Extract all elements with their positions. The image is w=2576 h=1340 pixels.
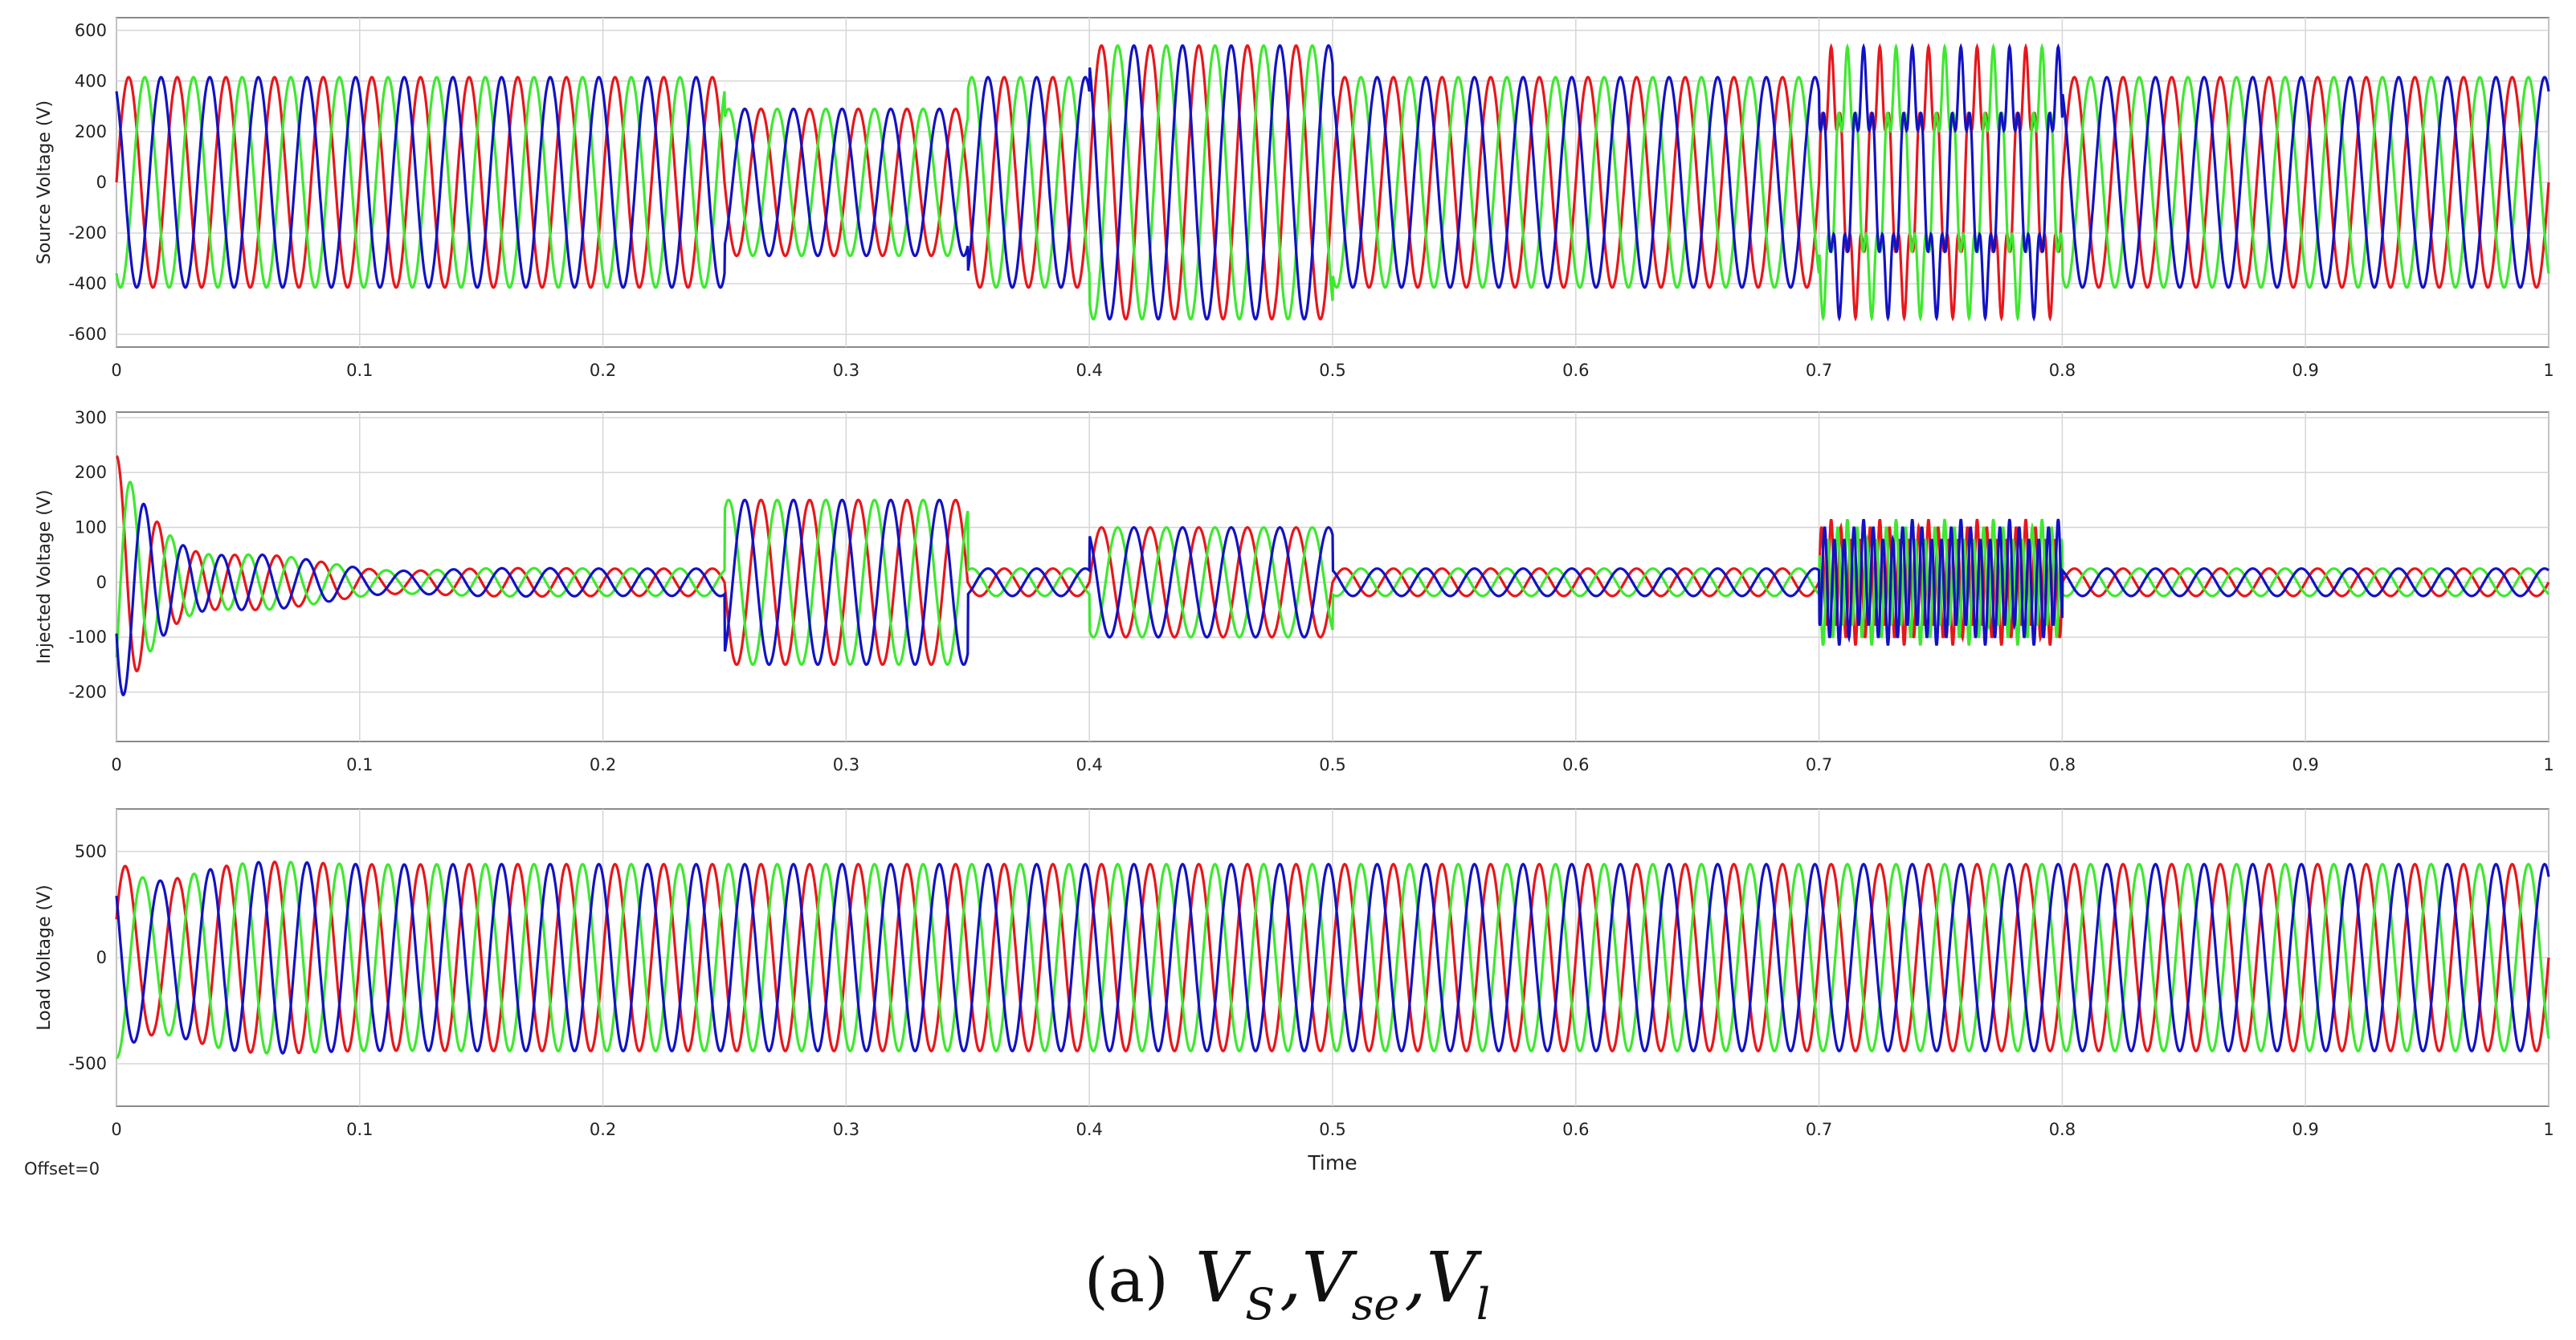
y-axis-label: Source Voltage (V)	[35, 100, 55, 264]
x-tick-label: 0.7	[1806, 755, 1832, 774]
y-tick-label: 200	[75, 463, 107, 482]
x-axis-label: Time	[1307, 1151, 1357, 1175]
x-tick-label: 0.5	[1319, 361, 1345, 380]
x-tick-labels: 0 0.1 0.2 0.3 0.4 0.5 0.6 0.7 0.8 0.9 1	[111, 1120, 2554, 1139]
phase-b-trace	[115, 480, 2549, 667]
x-tick-label: 0.1	[346, 361, 373, 380]
y-tick-label: 300	[75, 408, 107, 427]
y-tick-label: 0	[96, 173, 107, 192]
y-tick-label: 600	[75, 21, 107, 40]
x-tick-label: 0.9	[2292, 361, 2318, 380]
x-tick-label: 0.1	[346, 755, 373, 774]
x-tick-label: 0.7	[1806, 361, 1832, 380]
y-tick-label: -200	[68, 223, 107, 243]
x-tick-label: 1	[2543, 1120, 2554, 1139]
phase-a-trace	[115, 43, 2550, 322]
phase-a-trace	[116, 455, 2550, 672]
offset-label: Offset=0	[24, 1159, 100, 1179]
x-tick-label: 0.6	[1562, 755, 1589, 774]
phase-c-trace	[115, 43, 2550, 322]
phase-a-trace	[115, 860, 2550, 1055]
traces	[115, 860, 2550, 1060]
phase-b-trace	[115, 43, 2550, 322]
x-tick-labels: 0 0.1 0.2 0.3 0.4 0.5 0.6 0.7 0.8 0.9 1	[111, 361, 2554, 380]
x-tick-label: 0	[111, 755, 121, 774]
x-tick-label: 0.2	[590, 361, 616, 380]
load-voltage-panel: -500 0 500 0 0.1 0.2 0.3 0.4 0.5 0.6 0.7 0.8 0.9 1 L…	[35, 808, 2554, 1175]
y-axis-label: Load Voltage (V)	[35, 884, 55, 1031]
y-tick-label: 500	[75, 842, 107, 861]
traces	[115, 43, 2550, 322]
phase-c-trace	[115, 498, 2549, 697]
x-tick-label: 0.9	[2292, 1120, 2318, 1139]
y-tick-label: -200	[68, 683, 107, 702]
caption-formula: VS,Vse,Vl	[1195, 1238, 1490, 1330]
x-tick-label: 0.4	[1076, 755, 1102, 774]
x-tick-label: 0.6	[1562, 361, 1589, 380]
y-axis-label: Injected Voltage (V)	[35, 489, 55, 664]
figure-caption: (a) VS,Vse,Vl	[1084, 1238, 1490, 1330]
x-tick-label: 0.3	[833, 361, 859, 380]
y-tick-label: 0	[96, 573, 107, 592]
x-tick-label: 0.6	[1562, 1120, 1589, 1139]
x-tick-label: 0.9	[2292, 755, 2318, 774]
x-tick-label: 0.4	[1076, 1120, 1102, 1139]
x-tick-label: 0.2	[590, 1120, 616, 1139]
y-tick-labels: -600 -400 -200 0 200 400 600	[68, 21, 107, 344]
x-tick-label: 0	[111, 1120, 121, 1139]
x-tick-labels: 0 0.1 0.2 0.3 0.4 0.5 0.6 0.7 0.8 0.9 1	[111, 755, 2554, 774]
x-tick-label: 0.7	[1806, 1120, 1832, 1139]
y-tick-label: -500	[68, 1054, 107, 1073]
x-tick-label: 0.8	[2049, 755, 2076, 774]
y-tick-labels: -500 0 500	[68, 842, 107, 1073]
y-tick-label: 200	[75, 122, 107, 141]
x-tick-label: 0.3	[833, 755, 859, 774]
y-tick-label: 0	[96, 948, 107, 967]
x-tick-label: 0.5	[1319, 1120, 1345, 1139]
y-tick-label: 400	[75, 71, 107, 91]
x-tick-label: 1	[2543, 361, 2554, 380]
injected-voltage-panel: -200 -100 0 100 200 300 0 0.1 0.2 0.3 0.4 0.5 0.6 0.…	[35, 408, 2554, 774]
y-tick-label: 100	[75, 518, 107, 537]
x-tick-label: 0.3	[833, 1120, 859, 1139]
x-tick-label: 0.8	[2049, 1120, 2076, 1139]
x-tick-label: 0.5	[1319, 755, 1345, 774]
y-tick-label: -400	[68, 274, 107, 293]
y-tick-labels: -200 -100 0 100 200 300	[68, 408, 107, 702]
traces	[115, 455, 2550, 697]
x-tick-label: 0	[111, 361, 121, 380]
x-tick-label: 1	[2543, 755, 2554, 774]
y-tick-label: -600	[68, 325, 107, 344]
y-tick-label: -100	[68, 627, 107, 647]
phase-b-trace	[116, 860, 2550, 1060]
x-tick-label: 0.1	[346, 1120, 373, 1139]
x-tick-label: 0.8	[2049, 361, 2076, 380]
x-tick-label: 0.2	[590, 755, 616, 774]
caption-label: (a)	[1084, 1244, 1169, 1316]
x-tick-label: 0.4	[1076, 361, 1102, 380]
phase-c-trace	[115, 860, 2550, 1055]
